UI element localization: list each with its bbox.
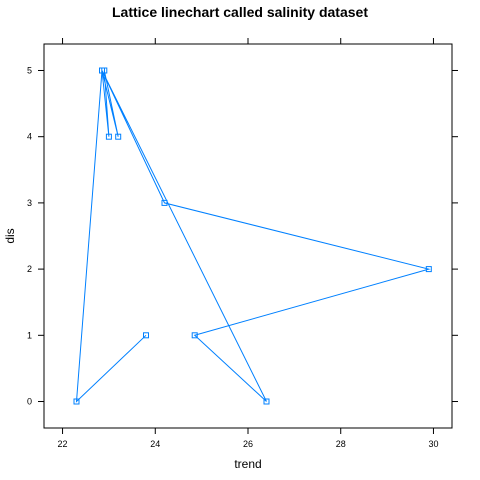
y-tick-label: 1 <box>27 330 32 340</box>
data-point-marker <box>115 133 122 140</box>
data-point-marker <box>73 398 80 405</box>
x-axis-label: trend <box>234 457 261 471</box>
data-point-marker <box>425 266 432 273</box>
plot-frame <box>43 43 453 429</box>
y-axis-label: dis <box>3 228 17 243</box>
axis-tick-labels: 22 24 26 28 30 0 1 2 3 4 5 <box>27 65 438 449</box>
y-tick-label: 2 <box>27 264 32 274</box>
y-tick-label: 4 <box>27 132 32 142</box>
x-tick-label: 28 <box>336 439 346 449</box>
data-point-marker <box>99 67 105 74</box>
data-point-marker <box>161 199 168 206</box>
data-point-marker <box>143 332 149 339</box>
y-tick-label: 5 <box>27 65 32 75</box>
y-tick-label: 3 <box>27 198 32 208</box>
data-point-marker <box>263 398 270 405</box>
series-group <box>73 67 432 405</box>
x-tick-label: 24 <box>150 439 160 449</box>
series-line <box>75 70 431 403</box>
data-point-marker <box>191 332 198 339</box>
x-tick-label: 26 <box>243 439 253 449</box>
y-tick-label: 0 <box>27 397 32 407</box>
axis-ticks <box>38 38 458 434</box>
data-point-marker <box>105 133 112 140</box>
chart-title: Lattice linechart called salinity datase… <box>112 4 368 20</box>
x-tick-label: 22 <box>58 439 68 449</box>
x-tick-label: 30 <box>428 439 438 449</box>
